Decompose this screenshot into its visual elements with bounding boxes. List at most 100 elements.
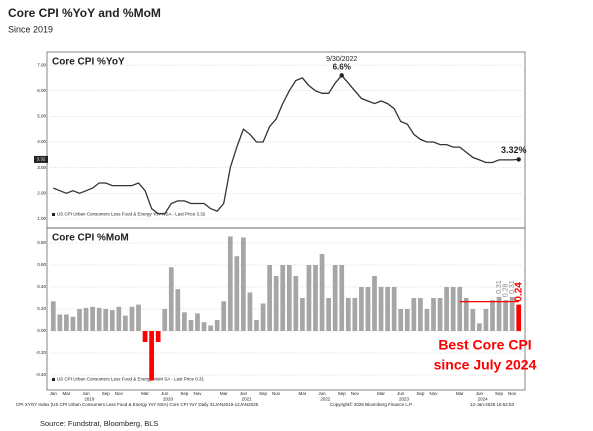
bar [227, 236, 233, 331]
peak-dot [339, 73, 344, 78]
bar [477, 323, 482, 331]
chart-subtitle: Since 2019 [8, 24, 53, 34]
bar [483, 309, 489, 331]
bar [208, 325, 213, 331]
bar [234, 256, 240, 331]
bar [286, 265, 292, 331]
x-tick-label: Nov [272, 391, 281, 396]
x-tick-label: Mar [220, 391, 228, 396]
bar [168, 267, 174, 331]
bar [57, 314, 63, 331]
y-tick-label: 5.00 [37, 114, 46, 119]
bar [385, 287, 390, 331]
bar [123, 315, 128, 331]
x-tick-label: Mar [299, 391, 307, 396]
x-tick-label: Sep [495, 391, 504, 396]
x-tick-label: Sep [338, 391, 347, 396]
panel-title: Core CPI %MoM [52, 233, 129, 244]
y-tick-label: 2.00 [37, 190, 46, 195]
x-tick-label: Nov [351, 391, 360, 396]
value-label: 0.31 [496, 280, 503, 294]
bar [509, 296, 515, 331]
bar [214, 320, 220, 331]
bar [359, 287, 364, 331]
y-tick-label: 7.00 [37, 62, 46, 67]
bar [411, 298, 417, 331]
bar [247, 292, 253, 331]
bar [116, 306, 122, 331]
bar [109, 310, 115, 331]
bar [64, 314, 69, 331]
bar [267, 265, 272, 331]
bar [300, 298, 305, 331]
bar [365, 287, 371, 331]
bar [103, 309, 109, 331]
y-tick-label: 0.40 [37, 284, 46, 289]
legend-swatch [52, 378, 55, 381]
y-tick-label: 4.00 [37, 139, 46, 144]
x-tick-label: Jan [50, 391, 58, 396]
bar [195, 313, 200, 331]
panel-frame [46, 51, 526, 229]
bar [280, 265, 286, 331]
bar [293, 276, 299, 331]
bar [129, 306, 135, 331]
bar [50, 301, 56, 331]
x-year-label: 2023 [399, 397, 410, 402]
bar [496, 296, 502, 331]
bar [444, 287, 449, 331]
line-series [53, 74, 519, 215]
legend-label: US CPI Urban Consumers Less Food & Energ… [57, 212, 206, 217]
bar [503, 300, 508, 331]
bar [470, 309, 476, 331]
bar [437, 298, 443, 331]
x-year-label: 2024 [478, 397, 489, 402]
bar [241, 237, 246, 331]
bar [90, 306, 95, 331]
y-tick-label: 0.60 [37, 262, 46, 267]
x-tick-label: Mar [456, 391, 464, 396]
bar [306, 265, 312, 331]
x-year-label: 2021 [242, 397, 253, 402]
bar [83, 307, 89, 331]
x-tick-label: Sep [180, 391, 189, 396]
y-tick-label: 6.00 [37, 88, 46, 93]
bar [418, 298, 423, 331]
bar [424, 309, 430, 331]
value-label: 0.31 [509, 280, 516, 294]
bar [431, 298, 436, 331]
x-tick-label: Jun [397, 391, 405, 396]
bar [378, 287, 384, 331]
x-tick-label: Nov [193, 391, 202, 396]
x-tick-label: Sep [102, 391, 111, 396]
chart-title: Core CPI %YoY and %MoM [8, 6, 161, 20]
bar [221, 301, 227, 331]
bar [332, 265, 338, 331]
x-tick-label: Jun [240, 391, 248, 396]
bar [70, 316, 76, 331]
peak-date: 9/30/2022 [326, 56, 357, 63]
bar [155, 331, 161, 342]
bar [404, 309, 410, 331]
x-tick-label: Jun [476, 391, 484, 396]
x-tick-label: Sep [416, 391, 425, 396]
bar [345, 298, 351, 331]
bar [254, 320, 259, 331]
bar [339, 265, 345, 331]
bar [457, 287, 463, 331]
bar [372, 276, 377, 331]
x-year-label: 2020 [163, 397, 174, 402]
bar [188, 320, 194, 331]
panel-title: Core CPI %YoY [52, 57, 125, 68]
y-tick-label: 0.80 [37, 240, 46, 245]
y-tick-label: 1.00 [37, 216, 46, 221]
x-tick-label: Nov [429, 391, 438, 396]
x-tick-label: Mar [377, 391, 385, 396]
x-year-label: 2019 [84, 397, 95, 402]
bar [175, 289, 181, 331]
bar [162, 309, 168, 331]
bar [463, 298, 469, 331]
bar [352, 298, 358, 331]
x-tick-label: Jun [318, 391, 326, 396]
